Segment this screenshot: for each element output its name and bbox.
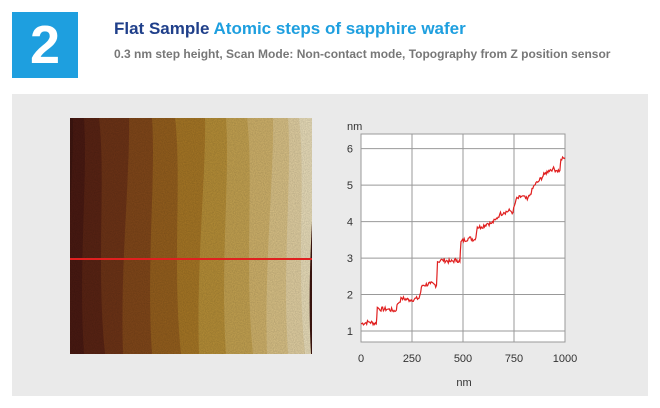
content-panel: 0 250 500 750 1000 1 2 3 4 5 6 nm nm xyxy=(12,94,648,396)
section-number-badge: 2 xyxy=(12,12,78,78)
header: 2 Flat Sample Atomic steps of sapphire w… xyxy=(0,0,660,84)
page-subtitle: 0.3 nm step height, Scan Mode: Non-conta… xyxy=(114,47,611,61)
x-tick-label: 0 xyxy=(358,353,364,365)
x-tick-label: 250 xyxy=(403,353,421,365)
page-title: Flat Sample Atomic steps of sapphire waf… xyxy=(114,19,466,39)
title-sample-type: Flat Sample xyxy=(114,19,210,38)
title-description: Atomic steps of sapphire wafer xyxy=(213,19,466,38)
line-profile-chart: 0 250 500 750 1000 1 2 3 4 5 6 nm nm xyxy=(325,106,585,393)
y-tick-label: 6 xyxy=(347,144,353,156)
afm-topography-image xyxy=(70,118,312,354)
y-axis-label: nm xyxy=(347,121,362,133)
x-tick-label: 750 xyxy=(505,353,523,365)
x-tick-label: 1000 xyxy=(553,353,577,365)
line-profile-series xyxy=(360,155,566,327)
x-tick-label: 500 xyxy=(454,353,472,365)
afm-image-svg xyxy=(70,118,312,354)
y-tick-label: 1 xyxy=(347,326,353,338)
y-tick-label: 2 xyxy=(347,290,353,302)
y-tick-label: 5 xyxy=(347,180,353,192)
y-tick-label: 3 xyxy=(347,253,353,265)
y-tick-label: 4 xyxy=(347,217,353,229)
x-axis-label: nm xyxy=(456,377,471,388)
afm-grain-texture xyxy=(70,118,312,354)
line-profile-svg: 0 250 500 750 1000 1 2 3 4 5 6 nm nm xyxy=(347,121,577,389)
